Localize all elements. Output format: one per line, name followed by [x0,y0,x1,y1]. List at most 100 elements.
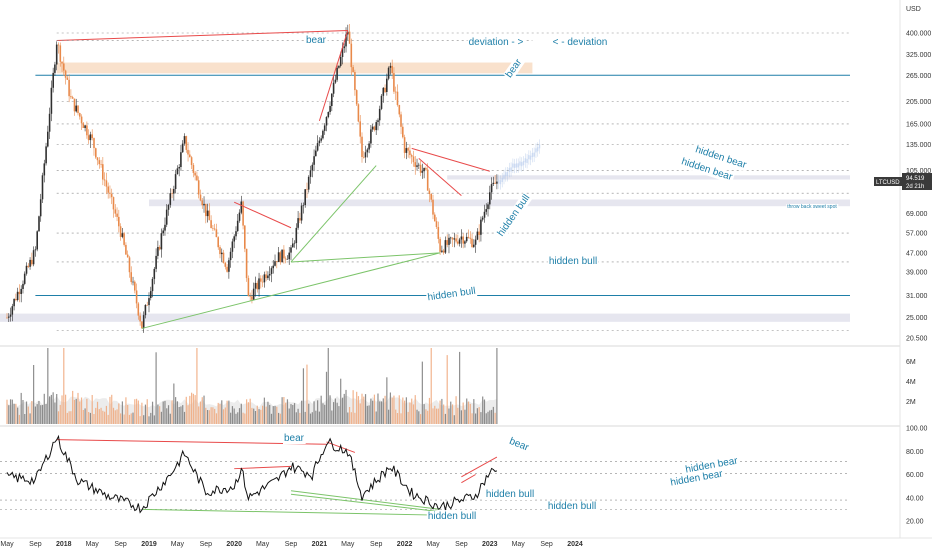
volume-bar [112,407,115,424]
candle-body [446,240,448,245]
last-price-label: 94.519 [906,176,925,182]
volume-bar [205,407,207,424]
volume-bar [435,408,438,424]
volume-bar [260,409,262,424]
candle-body [464,241,466,244]
volume-bar [345,389,347,424]
volume-bar [185,396,187,424]
hidden-bull-line[interactable] [141,252,441,329]
candle-body [82,123,85,128]
candle-body [419,164,422,173]
volume-bar [409,402,411,424]
hidden-bull-line[interactable] [290,252,441,263]
candle-body [96,157,99,161]
volume-bar [270,413,273,424]
time-tick-label: May [512,541,526,548]
annotation-label-bg [786,204,839,210]
candle-body [389,65,392,68]
candle-body [146,305,148,306]
candle-body [114,209,117,214]
volume-bar [203,395,205,424]
candle-body [100,164,102,165]
annotation-label-bg [683,455,741,476]
volume-bar [38,401,40,424]
candle-body [31,259,33,265]
osc-hidden-bull-line[interactable] [141,508,441,516]
hidden-bull-line[interactable] [290,165,377,263]
hidden-bear-line[interactable] [411,147,490,172]
volume-bar [86,398,88,424]
osc-hidden-bull-line[interactable] [290,493,441,513]
volume-bar [95,407,97,424]
volume-bar [116,409,118,424]
volume-bar [315,410,317,424]
volume-bar [290,404,292,424]
osc-bear-line[interactable] [234,465,292,470]
osc-hidden-bull-label: hidden bull [486,489,534,500]
volume-bar [309,413,312,424]
volume-bar [336,402,338,424]
candle-body [430,194,432,200]
candle-body [444,240,447,253]
candle-body [323,125,326,131]
candle-body [171,193,173,194]
bear-trend-line[interactable] [233,201,292,229]
candle-body [224,262,227,267]
osc-bear-line[interactable] [56,439,327,445]
oscillator-line[interactable] [6,434,498,514]
bear-trend-line[interactable] [56,29,348,41]
volume-bar [111,394,113,424]
volume-bar [496,348,498,424]
bear-trend-line[interactable] [318,30,349,121]
upper-zone [447,175,850,180]
volume-bar [423,404,425,424]
candle-body [228,260,230,272]
annotation-label-bg [426,511,478,522]
osc-hidden-bear-line[interactable] [461,456,498,478]
volume-bar [100,407,102,424]
projection-body [533,152,535,157]
candle-body [150,291,152,298]
candle-body [327,112,330,117]
volume-bar [480,412,482,424]
time-tick-label: May [171,541,185,548]
time-axis-ticks[interactable]: May Sep 2018 May Sep 2019 May Sep 2020 May Sep 2021… [0,541,583,548]
time-tick-label: Sep [370,541,383,548]
price-axis[interactable] [900,0,932,550]
volume-bar [11,399,13,424]
candle-body [313,156,315,165]
candle-body [462,236,464,244]
oscillator-tick-label: 40.00 [906,495,924,502]
projection-body [515,163,518,168]
candle-body [387,67,390,79]
volume-bar [66,412,68,424]
volume-bar [377,393,379,424]
time-tick-label: Sep [200,541,213,548]
candle-body [217,237,219,248]
volume-bar [292,405,294,424]
candle-body [222,252,225,263]
volume-bar [407,411,409,424]
volume-bar [359,403,361,424]
volume-bar [143,415,145,424]
volume-bar [354,412,356,424]
candle-body [63,63,65,71]
projection-body [517,163,519,168]
hidden-bear-line[interactable] [418,157,462,197]
volume-bar [380,401,383,424]
volume-bar [324,404,326,424]
symbol-badge[interactable]: LTCUSD [874,177,902,186]
volume-bar [343,393,345,424]
volume-bar [130,413,132,424]
osc-hidden-bear-line[interactable] [461,474,476,484]
volume-bar [15,403,17,424]
candle-body [263,274,266,283]
candle-body [437,227,440,239]
osc-hidden-bull-line[interactable] [290,490,441,510]
deviation-right-label: deviation - > [469,37,524,48]
volume-bar [434,405,436,424]
volume-bar [373,394,376,424]
candle-body [27,265,30,267]
volume-bar [47,348,49,424]
volume-bar [41,404,44,424]
